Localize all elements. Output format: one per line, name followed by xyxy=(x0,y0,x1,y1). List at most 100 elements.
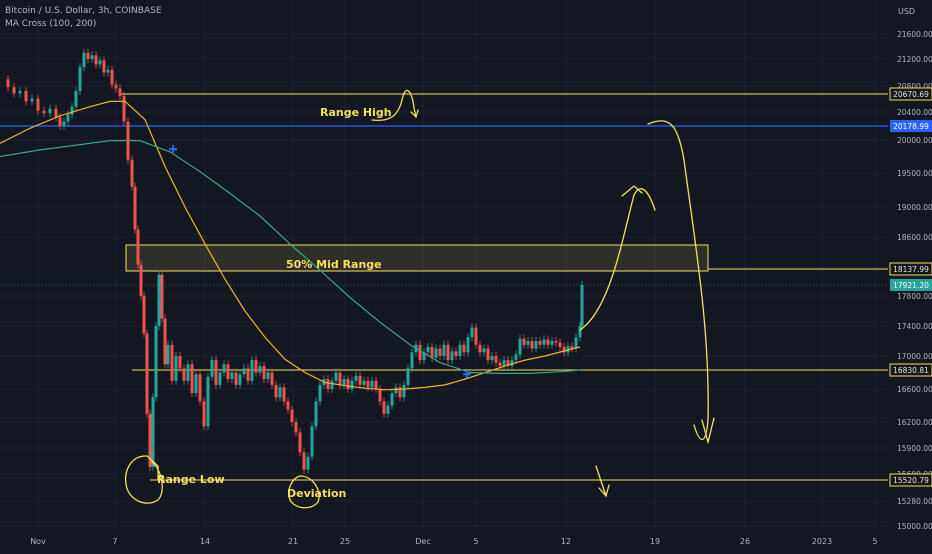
candle-body xyxy=(514,354,518,361)
candle-body xyxy=(12,87,16,94)
ma-line xyxy=(0,140,581,374)
candle-body xyxy=(178,356,182,369)
candle-body xyxy=(18,90,22,94)
candle-body xyxy=(534,341,538,349)
time-tick-label[interactable]: 19 xyxy=(650,537,660,546)
candle-body xyxy=(410,352,414,369)
candle-body xyxy=(118,88,122,97)
price-tick-label[interactable]: 17000.00 xyxy=(897,352,932,361)
candle-body xyxy=(230,372,234,380)
annotation-deviation: Deviation xyxy=(287,487,346,500)
price-tick-label[interactable]: 15900.00 xyxy=(897,444,932,453)
candle-body xyxy=(502,360,506,366)
candle-body xyxy=(94,55,98,65)
candle-body xyxy=(298,432,302,453)
indicator-title[interactable]: MA Cross (100, 200) xyxy=(5,19,97,29)
candle-body xyxy=(110,69,114,85)
time-tick-label[interactable]: 14 xyxy=(200,537,210,546)
price-tick-label[interactable]: 21200.00 xyxy=(897,55,932,64)
candle-body xyxy=(438,348,442,356)
symbol-title[interactable]: Bitcoin / U.S. Dollar, 3h, COINBASE xyxy=(5,6,162,16)
projection-down-curve xyxy=(647,120,709,441)
candle-body xyxy=(145,333,149,414)
price-tick-label[interactable]: 15000.00 xyxy=(897,522,932,531)
candle-body xyxy=(570,346,574,349)
price-label-text: 20670.69 xyxy=(893,90,929,99)
candle-body xyxy=(386,405,390,414)
candle-body xyxy=(214,360,218,385)
candle-body xyxy=(330,380,334,389)
candle-body xyxy=(206,376,210,427)
price-label-text: 16830.81 xyxy=(893,366,929,375)
candle-body xyxy=(478,344,482,353)
candle-body xyxy=(262,365,266,380)
candle-body xyxy=(194,374,198,394)
candle-body xyxy=(98,60,102,65)
candle-body xyxy=(174,356,178,381)
price-tick-label[interactable]: 20000.00 xyxy=(897,136,932,145)
candle-body xyxy=(266,372,270,380)
price-tick-label[interactable]: 18600.00 xyxy=(897,233,932,242)
candle-body xyxy=(74,90,78,107)
price-tick-label[interactable]: 17400.00 xyxy=(897,322,932,331)
time-tick-label[interactable]: 7 xyxy=(112,537,117,546)
candle-body xyxy=(42,110,46,114)
price-tick-label[interactable]: 16600.00 xyxy=(897,385,932,394)
price-tick-label[interactable]: 17800.00 xyxy=(897,292,932,301)
time-tick-label[interactable]: 5 xyxy=(872,537,877,546)
candle-body xyxy=(54,108,58,118)
grid xyxy=(0,0,888,528)
candle-body xyxy=(286,401,290,410)
candle-body xyxy=(578,326,582,338)
candle-body xyxy=(550,341,554,345)
price-tick-label[interactable]: 19500.00 xyxy=(897,169,932,178)
price-axis[interactable]: 21600.00 21200.00 20800.00 20400.00 20000.00… xyxy=(888,0,932,550)
candle-body xyxy=(466,337,470,353)
mid-range-box xyxy=(125,244,709,272)
time-tick-label[interactable]: 25 xyxy=(340,537,350,546)
time-tick-label[interactable]: 5 xyxy=(473,537,478,546)
price-tick-label[interactable]: 20400.00 xyxy=(897,108,932,117)
time-tick-label[interactable]: 2023 xyxy=(812,537,832,546)
projection-down-arrowhead xyxy=(701,417,715,445)
price-label-badge xyxy=(890,120,932,132)
candle-body xyxy=(6,79,10,88)
candle-body xyxy=(278,387,282,398)
time-tick-label[interactable]: Dec xyxy=(415,537,430,546)
time-axis[interactable]: Nov 7 14 21 25 Dec 5 12 19 26 2023 5 xyxy=(30,537,877,546)
time-tick-label[interactable]: 21 xyxy=(288,537,298,546)
price-tick-label[interactable]: 19000.00 xyxy=(897,203,932,212)
candle-body xyxy=(382,401,386,414)
ma-cross-marker xyxy=(463,370,471,379)
candle-body xyxy=(446,344,450,361)
range-low-pointer xyxy=(146,455,159,481)
price-label-text: 18137.99 xyxy=(893,265,929,274)
candle-body xyxy=(458,344,462,356)
candle-body xyxy=(154,326,158,398)
price-tick-label[interactable]: 16200.00 xyxy=(897,418,932,427)
price-tick-label[interactable]: 21600.00 xyxy=(897,30,932,39)
candle-body xyxy=(538,341,542,345)
time-tick-label[interactable]: 26 xyxy=(740,537,750,546)
candle-body xyxy=(139,264,143,296)
candle-body xyxy=(166,344,170,365)
candle-body xyxy=(470,327,474,338)
price-label-badge xyxy=(889,262,932,276)
range-high-scribble xyxy=(371,89,419,122)
candle-body xyxy=(250,360,254,381)
price-tick-label[interactable]: 15280.00 xyxy=(897,497,932,506)
time-tick-label[interactable]: 12 xyxy=(561,537,571,546)
candle-body xyxy=(246,368,250,381)
candle-body xyxy=(114,84,118,89)
level-lines xyxy=(0,93,888,481)
candle-body xyxy=(133,186,137,230)
candle-body xyxy=(82,52,86,68)
candle-body xyxy=(30,98,34,102)
price-tick-label[interactable]: 20800.00 xyxy=(897,82,932,91)
candle-body xyxy=(434,348,438,358)
time-tick-label[interactable]: Nov xyxy=(30,537,46,546)
ma-cross-marker xyxy=(169,145,177,154)
candle-body xyxy=(242,368,246,375)
